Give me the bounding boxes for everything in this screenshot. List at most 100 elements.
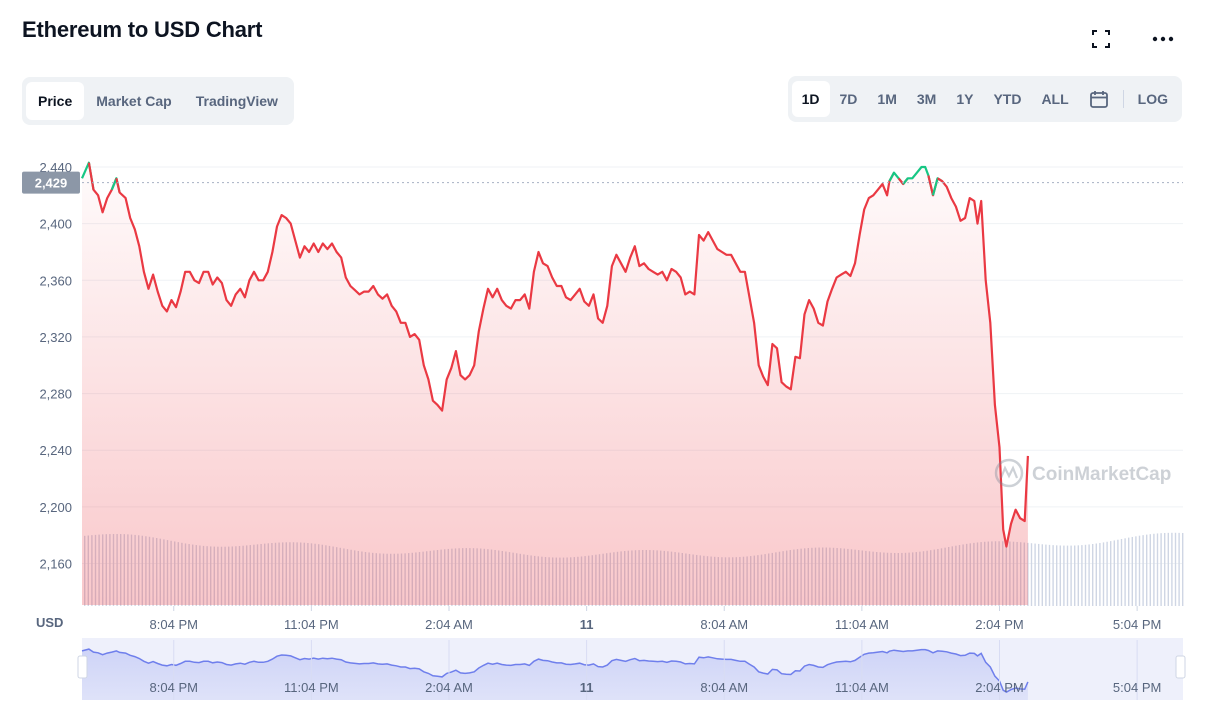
x-tick-label: 2:04 AM — [425, 617, 473, 632]
price-line-up-segment — [902, 165, 935, 196]
price-line-down-segment — [937, 177, 1029, 548]
volume-bar — [1128, 537, 1130, 606]
log-toggle[interactable]: LOG — [1137, 91, 1168, 107]
volume-bar — [1081, 545, 1083, 606]
volume-bar — [1106, 541, 1108, 606]
x-tick-label: 2:04 PM — [975, 617, 1023, 632]
volume-bar — [1160, 533, 1162, 606]
volume-bar — [1077, 545, 1079, 606]
volume-bar — [1146, 534, 1148, 606]
price-area — [82, 162, 1028, 605]
top-toolbar — [1089, 28, 1175, 50]
navigator-x-tick-label: 11:04 PM — [284, 680, 339, 695]
navigator-x-tick-label: 8:04 PM — [150, 680, 198, 695]
volume-bar — [1052, 545, 1054, 606]
range-1y[interactable]: 1Y — [956, 91, 974, 107]
volume-bar — [1041, 544, 1043, 606]
volume-bar — [1099, 542, 1101, 606]
y-tick-label: 2,200 — [39, 500, 72, 515]
volume-bar — [1038, 543, 1040, 606]
range-7d[interactable]: 7D — [839, 91, 858, 107]
x-tick-label: 8:04 PM — [150, 617, 198, 632]
volume-bar — [1164, 532, 1166, 606]
y-tick-label: 2,320 — [39, 330, 72, 345]
fullscreen-icon[interactable] — [1089, 28, 1113, 50]
volume-bar — [1084, 544, 1087, 606]
volume-bar — [1045, 544, 1047, 606]
range-navigator[interactable]: 8:04 PM 11:04 PM 2:04 AM 11 8:04 AM 11:04 AM 2… — [77, 638, 1186, 700]
volume-bar — [1102, 542, 1105, 606]
volume-bar — [1110, 541, 1112, 606]
navigator-x-axis: 8:04 PM 11:04 PM 2:04 AM 11 8:04 AM 11:04 AM 2… — [150, 640, 1161, 700]
range-3m[interactable]: 3M — [916, 91, 937, 107]
y-tick-label: 2,440 — [39, 160, 72, 175]
volume-bar — [1063, 545, 1065, 606]
more-icon[interactable] — [1151, 28, 1175, 50]
y-axis: 2,160 2,200 2,240 2,280 2,320 2,360 2,400 2,440 — [39, 160, 72, 572]
range-1m[interactable]: 1M — [877, 91, 897, 107]
volume-bar — [1092, 543, 1094, 606]
volume-bar — [1156, 533, 1159, 606]
volume-bar — [1034, 543, 1036, 606]
y-tick-label: 2,400 — [39, 217, 72, 232]
navigator-handle-left[interactable] — [77, 655, 88, 679]
volume-bar — [1117, 539, 1119, 606]
x-tick-label: 8:04 AM — [700, 617, 748, 632]
volume-bar — [1124, 538, 1126, 606]
y-tick-label: 2,160 — [39, 557, 72, 572]
x-tick-label: 5:04 PM — [1113, 617, 1161, 632]
tab-market-cap[interactable]: Market Cap — [96, 93, 172, 109]
navigator-x-tick-label: 5:04 PM — [1113, 680, 1161, 695]
volume-bar — [1070, 545, 1072, 606]
currency-label: USD — [36, 615, 63, 630]
volume-bar — [1135, 536, 1137, 606]
navigator-handle-right[interactable] — [1175, 655, 1186, 679]
volume-bar — [1142, 535, 1144, 606]
watermark-text: CoinMarketCap — [1032, 464, 1171, 485]
price-line — [80, 161, 1029, 548]
volume-bar — [1056, 545, 1058, 606]
y-tick-label: 2,240 — [39, 443, 72, 458]
navigator-area — [82, 649, 1028, 700]
page-title: Ethereum to USD Chart — [22, 17, 263, 42]
range-ytd[interactable]: YTD — [993, 91, 1022, 107]
tab-price[interactable]: Price — [26, 82, 85, 120]
navigator-x-tick-label: 2:04 PM — [975, 680, 1023, 695]
volume-bar — [1149, 534, 1151, 606]
navigator-x-tick-label: 2:04 AM — [425, 680, 473, 695]
current-price-label: 2,429 — [35, 176, 68, 191]
watermark: CoinMarketCap — [994, 458, 1171, 488]
navigator-x-tick-label: 8:04 AM — [700, 680, 748, 695]
price-line-down-segment — [115, 172, 895, 412]
navigator-line — [81, 648, 1029, 693]
volume-bar — [1167, 532, 1169, 606]
range-all[interactable]: ALL — [1041, 91, 1069, 107]
range-1d[interactable]: 1D — [791, 81, 830, 117]
current-price-badge — [22, 171, 80, 194]
volume-bar — [1066, 545, 1069, 606]
coinmarketcap-logo-icon — [994, 458, 1024, 488]
volume-bar — [1120, 539, 1123, 606]
navigator-x-tick-label: 11 — [580, 680, 594, 695]
range-divider — [1122, 90, 1124, 108]
volume-bar — [1095, 543, 1097, 606]
x-axis: 8:04 PM 11:04 PM 2:04 AM 11 8:04 AM 11:04 AM 2… — [150, 606, 1161, 632]
y-tick-label: 2,360 — [39, 273, 72, 288]
volume-bar — [1174, 532, 1177, 606]
chart-type-tabs: Price Market Cap TradingView — [22, 77, 294, 125]
navigator-x-tick-label: 11:04 AM — [835, 680, 889, 695]
volume-bar — [1178, 532, 1180, 606]
x-tick-label: 11:04 AM — [835, 617, 889, 632]
y-tick-label: 2,280 — [39, 387, 72, 402]
volume-bar — [1153, 533, 1155, 606]
volume-bar — [1182, 532, 1184, 606]
tab-tradingview[interactable]: TradingView — [195, 93, 278, 109]
range-tabs: 1D 7D 1M 3M 1Y YTD ALL LOG — [787, 76, 1182, 122]
calendar-icon[interactable] — [1079, 81, 1119, 117]
volume-bar — [1088, 544, 1090, 606]
volume-bar — [1138, 535, 1141, 606]
volume-bar — [1171, 532, 1173, 606]
x-tick-label: 11 — [580, 617, 594, 632]
volume-bar — [1048, 544, 1051, 606]
